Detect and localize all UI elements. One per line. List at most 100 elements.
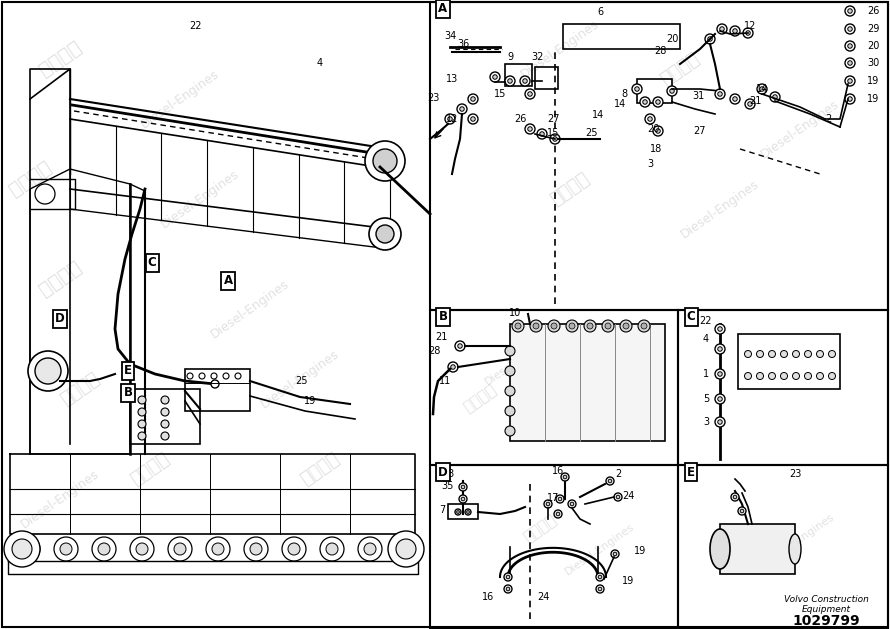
Circle shape	[623, 323, 629, 329]
Text: 17: 17	[546, 493, 559, 503]
Circle shape	[244, 537, 268, 561]
Circle shape	[54, 537, 78, 561]
Text: 19: 19	[634, 546, 646, 556]
Circle shape	[756, 350, 764, 357]
Circle shape	[845, 94, 855, 104]
Circle shape	[4, 531, 40, 567]
Circle shape	[715, 324, 725, 334]
Circle shape	[554, 510, 562, 518]
Circle shape	[653, 126, 663, 136]
Circle shape	[369, 218, 401, 250]
Text: 16: 16	[481, 592, 494, 602]
Circle shape	[493, 75, 498, 79]
Bar	[637, 79, 672, 103]
Circle shape	[388, 531, 424, 567]
Circle shape	[98, 543, 110, 555]
Circle shape	[530, 320, 542, 332]
Circle shape	[781, 372, 788, 379]
Circle shape	[845, 41, 855, 51]
Circle shape	[640, 97, 650, 107]
Text: 7: 7	[439, 505, 445, 515]
Circle shape	[641, 323, 647, 329]
Circle shape	[396, 539, 416, 559]
Circle shape	[745, 372, 751, 379]
Circle shape	[730, 26, 740, 36]
Text: 紫发动力: 紫发动力	[36, 38, 85, 81]
Circle shape	[533, 323, 539, 329]
Circle shape	[60, 543, 72, 555]
Circle shape	[816, 372, 823, 379]
Text: E: E	[687, 465, 695, 479]
Circle shape	[563, 475, 567, 479]
Circle shape	[468, 94, 478, 104]
Circle shape	[505, 346, 515, 356]
Circle shape	[569, 323, 575, 329]
Text: 28: 28	[428, 346, 441, 356]
Circle shape	[546, 502, 550, 506]
Circle shape	[506, 575, 510, 579]
Bar	[430, 2, 888, 310]
Circle shape	[561, 473, 569, 481]
Circle shape	[732, 29, 737, 33]
Circle shape	[848, 79, 853, 83]
Text: 20: 20	[666, 34, 678, 44]
Text: Diesel-Engines: Diesel-Engines	[518, 17, 602, 81]
Circle shape	[720, 27, 724, 31]
Circle shape	[717, 420, 723, 424]
Text: 14: 14	[756, 84, 768, 94]
Circle shape	[130, 537, 154, 561]
Ellipse shape	[789, 534, 801, 564]
Circle shape	[174, 543, 186, 555]
Circle shape	[373, 149, 397, 173]
Text: C: C	[686, 311, 695, 323]
Circle shape	[206, 537, 230, 561]
Text: 27: 27	[693, 126, 707, 136]
Text: 23: 23	[789, 469, 801, 479]
Circle shape	[457, 344, 462, 348]
Bar	[678, 310, 888, 465]
Circle shape	[364, 543, 376, 555]
Circle shape	[611, 550, 619, 558]
Circle shape	[602, 320, 614, 332]
Circle shape	[613, 552, 617, 556]
Circle shape	[525, 89, 535, 99]
Circle shape	[730, 94, 740, 104]
Text: 31: 31	[692, 91, 704, 101]
Circle shape	[504, 573, 512, 581]
Circle shape	[632, 84, 642, 94]
Text: 3: 3	[703, 417, 709, 427]
Text: 10: 10	[509, 308, 522, 318]
Circle shape	[288, 543, 300, 555]
Circle shape	[528, 127, 532, 131]
Text: 25: 25	[295, 376, 308, 386]
Circle shape	[638, 320, 650, 332]
Text: 紫发动力: 紫发动力	[657, 49, 703, 89]
Text: Diesel-Engines: Diesel-Engines	[208, 277, 292, 341]
Circle shape	[199, 373, 205, 379]
Text: 6: 6	[597, 7, 603, 17]
Text: 21: 21	[435, 332, 447, 342]
Circle shape	[550, 134, 560, 144]
Circle shape	[508, 79, 513, 83]
Circle shape	[520, 76, 530, 86]
Circle shape	[743, 28, 753, 38]
Text: 14: 14	[592, 110, 604, 120]
Text: 4: 4	[317, 58, 323, 68]
Circle shape	[770, 92, 780, 102]
Circle shape	[605, 323, 611, 329]
Circle shape	[717, 92, 723, 96]
Circle shape	[757, 84, 767, 94]
Circle shape	[223, 373, 229, 379]
Circle shape	[320, 537, 344, 561]
Circle shape	[848, 61, 853, 65]
Bar	[563, 24, 680, 49]
Circle shape	[12, 539, 32, 559]
Circle shape	[461, 485, 465, 489]
Circle shape	[506, 587, 510, 591]
Text: 紫发动力: 紫发动力	[521, 513, 559, 545]
Circle shape	[748, 102, 752, 106]
Circle shape	[732, 97, 737, 101]
Text: A: A	[223, 274, 232, 287]
Text: 26: 26	[514, 114, 526, 124]
Text: Diesel-Engines: Diesel-Engines	[138, 67, 222, 131]
